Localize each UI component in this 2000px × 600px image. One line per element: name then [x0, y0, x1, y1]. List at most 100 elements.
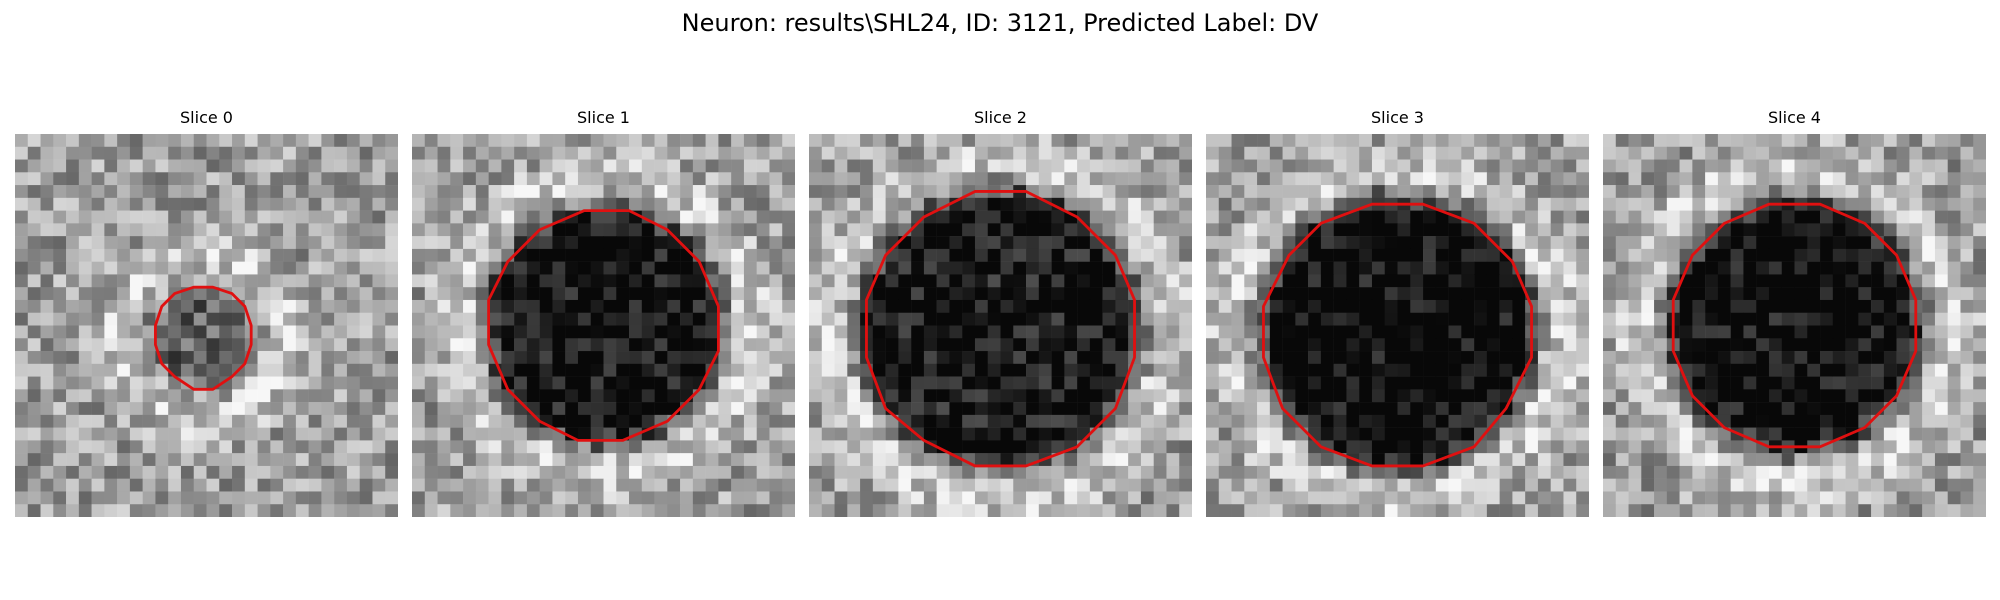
image-pixel	[1244, 223, 1257, 236]
image-pixel	[1103, 389, 1116, 402]
image-pixel	[1039, 249, 1052, 262]
image-pixel	[1692, 351, 1705, 364]
image-pixel	[1321, 364, 1334, 377]
image-pixel	[1858, 504, 1871, 517]
image-pixel	[194, 326, 207, 339]
image-pixel	[79, 160, 92, 173]
image-pixel	[66, 338, 79, 351]
image-pixel	[412, 440, 425, 453]
image-pixel	[886, 211, 899, 224]
image-pixel	[847, 364, 860, 377]
image-pixel	[975, 402, 988, 415]
image-pixel	[667, 249, 680, 262]
image-pixel	[1705, 274, 1718, 287]
image-pixel	[1756, 287, 1769, 300]
image-pixel	[463, 249, 476, 262]
image-pixel	[1398, 326, 1411, 339]
image-pixel	[1487, 364, 1500, 377]
image-pixel	[245, 491, 258, 504]
image-pixel	[245, 415, 258, 428]
image-pixel	[283, 236, 296, 249]
image-pixel	[1001, 134, 1014, 147]
image-pixel	[372, 236, 385, 249]
image-pixel	[962, 211, 975, 224]
image-pixel	[1641, 313, 1654, 326]
image-pixel	[1232, 389, 1245, 402]
image-pixel	[898, 504, 911, 517]
image-pixel	[744, 466, 757, 479]
image-pixel	[385, 504, 398, 517]
image-pixel	[1359, 466, 1372, 479]
image-pixel	[489, 453, 502, 466]
image-pixel	[1551, 223, 1564, 236]
image-pixel	[1423, 504, 1436, 517]
image-pixel	[1232, 172, 1245, 185]
image-pixel	[1103, 262, 1116, 275]
image-pixel	[1718, 223, 1731, 236]
image-pixel	[1372, 300, 1385, 313]
image-pixel	[1179, 402, 1192, 415]
image-pixel	[1154, 326, 1167, 339]
image-pixel	[1141, 300, 1154, 313]
image-pixel	[155, 402, 168, 415]
image-pixel	[15, 453, 28, 466]
image-pixel	[155, 389, 168, 402]
image-pixel	[104, 428, 117, 441]
image-pixel	[104, 479, 117, 492]
image-pixel	[1731, 491, 1744, 504]
image-pixel	[731, 300, 744, 313]
image-pixel	[207, 236, 220, 249]
image-pixel	[886, 389, 899, 402]
image-pixel	[1667, 172, 1680, 185]
image-pixel	[1756, 466, 1769, 479]
image-pixel	[66, 313, 79, 326]
image-pixel	[988, 466, 1001, 479]
image-pixel	[988, 402, 1001, 415]
image-pixel	[1474, 338, 1487, 351]
image-pixel	[1718, 491, 1731, 504]
image-pixel	[911, 287, 924, 300]
image-pixel	[988, 351, 1001, 364]
image-pixel	[181, 364, 194, 377]
image-pixel	[1538, 211, 1551, 224]
image-pixel	[1769, 377, 1782, 390]
image-pixel	[731, 453, 744, 466]
image-pixel	[360, 313, 373, 326]
image-pixel	[232, 491, 245, 504]
image-pixel	[1026, 198, 1039, 211]
image-pixel	[194, 313, 207, 326]
image-pixel	[270, 223, 283, 236]
image-pixel	[835, 338, 848, 351]
image-pixel	[1206, 466, 1219, 479]
image-pixel	[616, 504, 629, 517]
image-pixel	[1179, 249, 1192, 262]
image-pixel	[565, 377, 578, 390]
image-pixel	[1334, 338, 1347, 351]
image-pixel	[552, 236, 565, 249]
image-pixel	[1166, 236, 1179, 249]
image-pixel	[616, 249, 629, 262]
image-pixel	[1705, 236, 1718, 249]
image-pixel	[1334, 466, 1347, 479]
image-pixel	[334, 504, 347, 517]
image-pixel	[28, 300, 41, 313]
image-pixel	[1769, 453, 1782, 466]
image-pixel	[1179, 300, 1192, 313]
image-pixel	[207, 389, 220, 402]
image-pixel	[1232, 351, 1245, 364]
image-pixel	[616, 287, 629, 300]
image-pixel	[1667, 428, 1680, 441]
image-pixel	[949, 479, 962, 492]
image-pixel	[1115, 326, 1128, 339]
image-pixel	[1512, 185, 1525, 198]
image-pixel	[1525, 134, 1538, 147]
image-pixel	[860, 198, 873, 211]
image-pixel	[66, 185, 79, 198]
image-pixel	[937, 377, 950, 390]
image-pixel	[1922, 428, 1935, 441]
image-pixel	[718, 172, 731, 185]
image-pixel	[1500, 326, 1513, 339]
image-pixel	[1820, 262, 1833, 275]
image-pixel	[1423, 249, 1436, 262]
image-pixel	[937, 415, 950, 428]
